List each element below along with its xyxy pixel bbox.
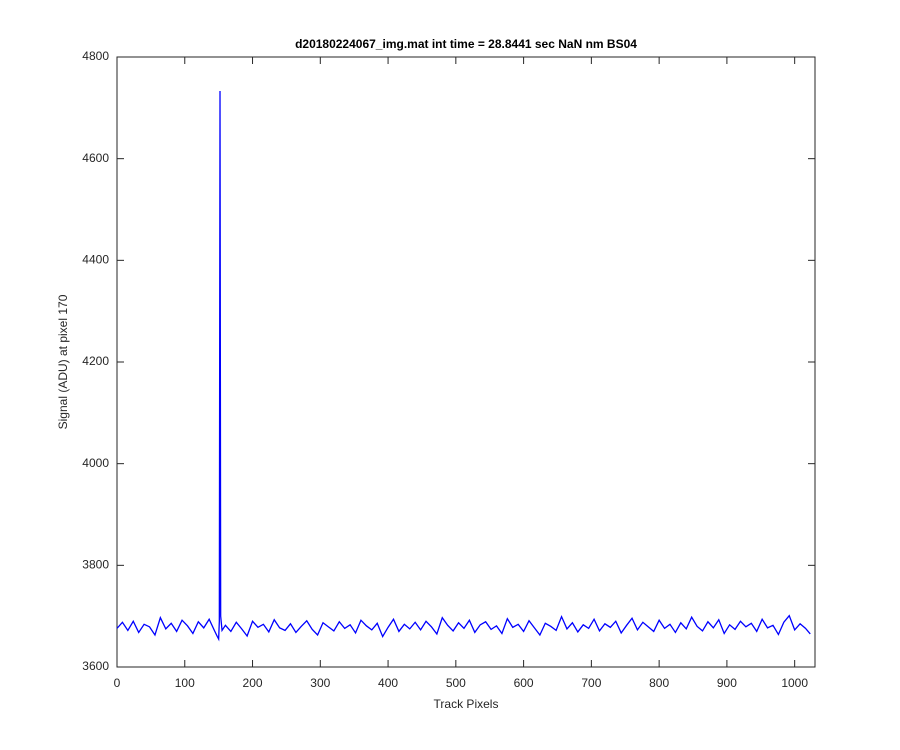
y-tick-label: 4400 xyxy=(82,253,109,267)
x-tick-label: 100 xyxy=(175,676,195,690)
y-axis-label: Signal (ADU) at pixel 170 xyxy=(56,294,70,429)
y-tick-label: 3800 xyxy=(82,558,109,572)
y-tick-label: 3600 xyxy=(82,659,109,673)
x-tick-label: 800 xyxy=(649,676,669,690)
y-tick-label: 4800 xyxy=(82,49,109,63)
chart-title: d20180224067_img.mat int time = 28.8441 … xyxy=(295,37,637,51)
data-line xyxy=(116,91,811,642)
x-tick-label: 400 xyxy=(378,676,398,690)
x-tick-label: 1000 xyxy=(781,676,808,690)
y-tick-label: 4600 xyxy=(82,151,109,165)
y-tick-label: 4000 xyxy=(82,456,109,470)
x-tick-label: 500 xyxy=(446,676,466,690)
x-tick-label: 200 xyxy=(243,676,263,690)
x-axis-label: Track Pixels xyxy=(434,697,499,711)
x-tick-label: 300 xyxy=(310,676,330,690)
x-tick-label: 0 xyxy=(114,676,121,690)
y-tick-label: 4200 xyxy=(82,354,109,368)
x-tick-label: 700 xyxy=(581,676,601,690)
x-tick-label: 900 xyxy=(717,676,737,690)
x-tick-label: 600 xyxy=(514,676,534,690)
